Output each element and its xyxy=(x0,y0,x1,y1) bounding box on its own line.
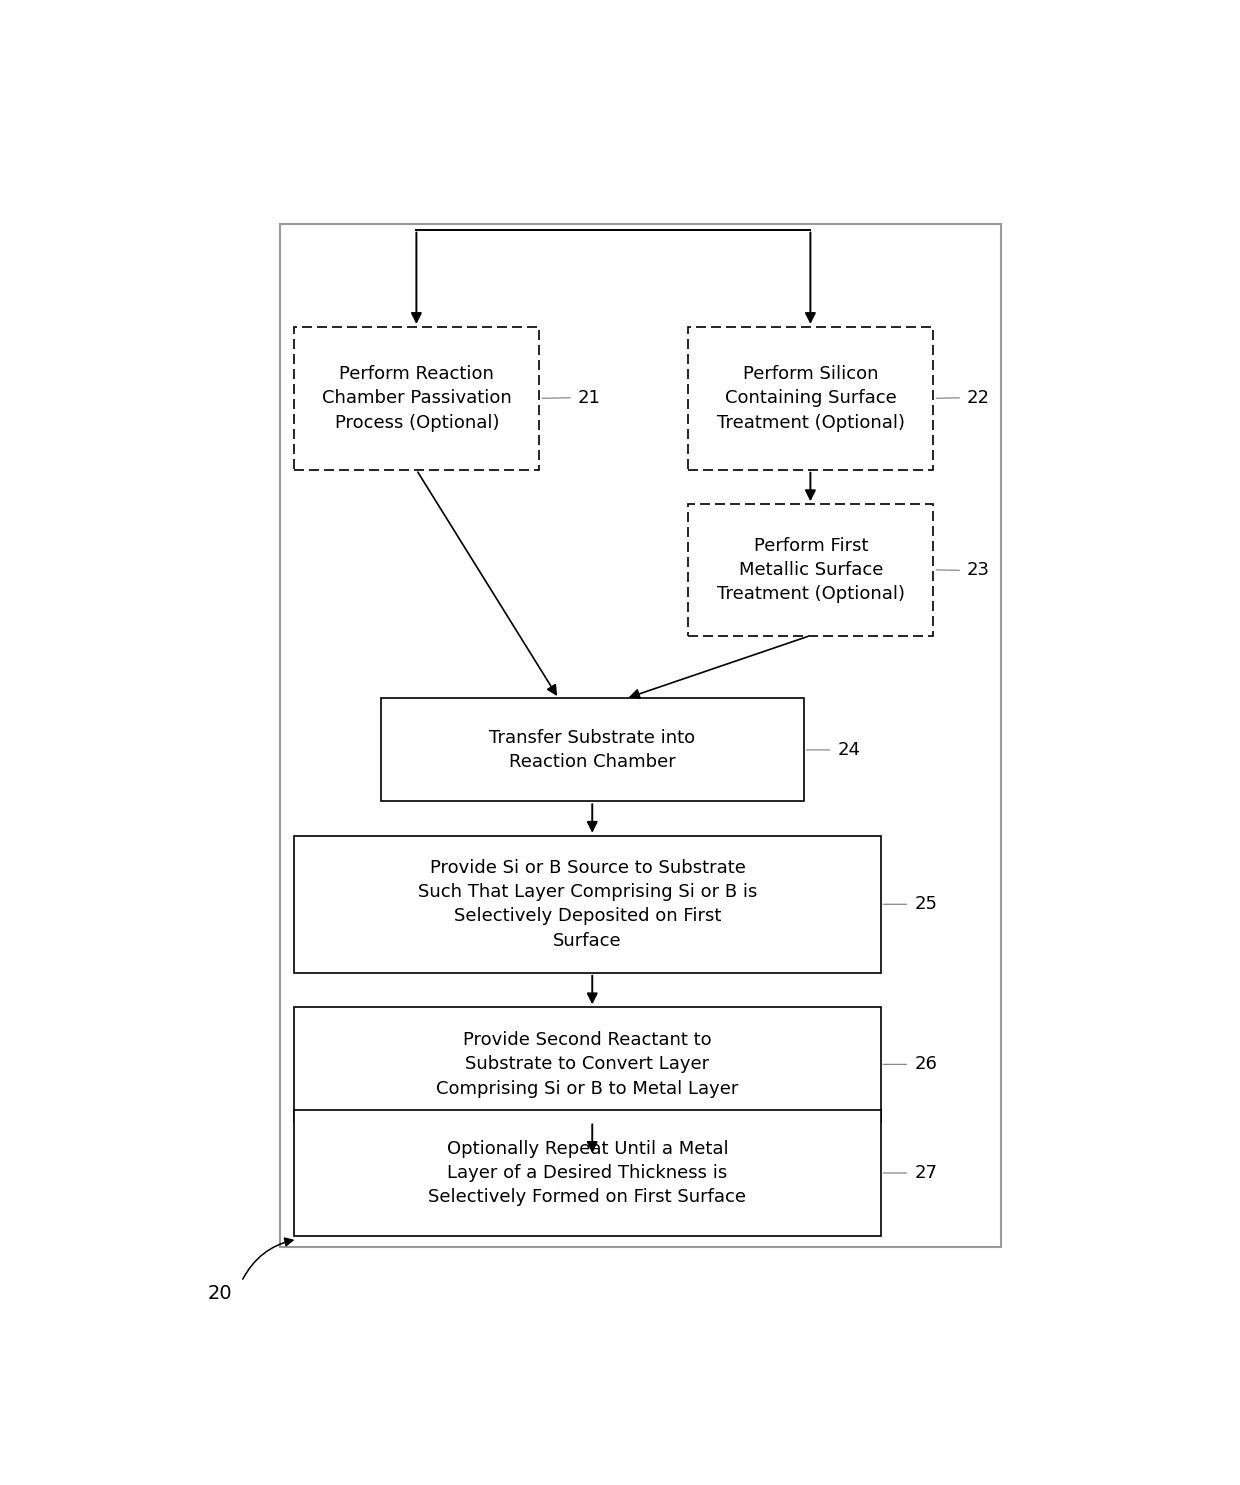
Text: 25: 25 xyxy=(914,895,937,913)
Bar xyxy=(294,1007,880,1121)
Text: Perform Silicon
Containing Surface
Treatment (Optional): Perform Silicon Containing Surface Treat… xyxy=(717,365,905,432)
Text: Optionally Repeat Until a Metal
Layer of a Desired Thickness is
Selectively Form: Optionally Repeat Until a Metal Layer of… xyxy=(429,1139,746,1206)
Text: Provide Second Reactant to
Substrate to Convert Layer
Comprising Si or B to Meta: Provide Second Reactant to Substrate to … xyxy=(436,1031,739,1097)
Bar xyxy=(294,836,880,973)
Text: 23: 23 xyxy=(967,561,990,579)
Bar xyxy=(688,327,934,469)
Text: Provide Si or B Source to Substrate
Such That Layer Comprising Si or B is
Select: Provide Si or B Source to Substrate Such… xyxy=(418,858,758,950)
Bar xyxy=(294,1111,880,1236)
Text: 24: 24 xyxy=(837,741,861,759)
Text: Perform Reaction
Chamber Passivation
Process (Optional): Perform Reaction Chamber Passivation Pro… xyxy=(322,365,512,432)
Text: 27: 27 xyxy=(914,1164,937,1182)
Bar xyxy=(688,503,934,636)
Bar xyxy=(294,327,539,469)
Text: 21: 21 xyxy=(578,389,600,407)
Text: Transfer Substrate into
Reaction Chamber: Transfer Substrate into Reaction Chamber xyxy=(490,729,696,771)
Bar xyxy=(381,698,804,802)
Text: 26: 26 xyxy=(914,1056,937,1074)
Text: 22: 22 xyxy=(967,389,990,407)
Text: 20: 20 xyxy=(208,1283,232,1302)
Text: Perform First
Metallic Surface
Treatment (Optional): Perform First Metallic Surface Treatment… xyxy=(717,536,905,603)
Bar xyxy=(280,224,1001,1247)
